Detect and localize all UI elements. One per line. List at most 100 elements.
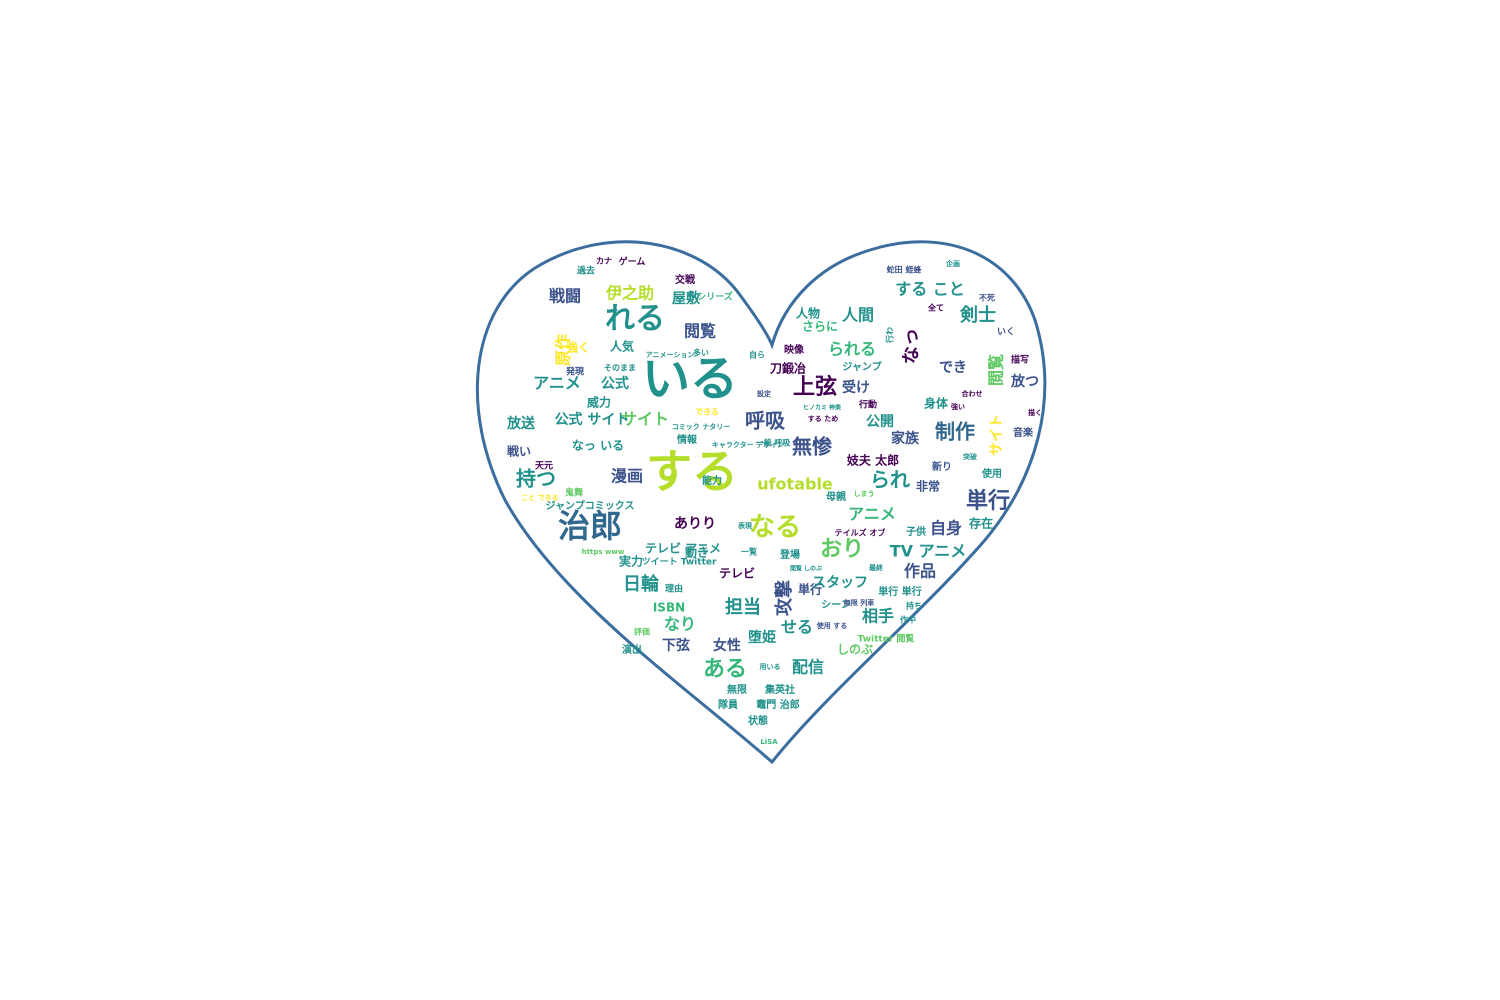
cloud-word: 威力 xyxy=(587,395,611,410)
cloud-word: 設定 xyxy=(757,389,771,398)
cloud-word: 理由 xyxy=(665,583,683,595)
cloud-word: カナ xyxy=(596,257,612,266)
cloud-word: 情報 xyxy=(677,433,698,446)
cloud-word: 治郎 xyxy=(558,507,622,545)
cloud-word: 突破 xyxy=(963,452,977,461)
cloud-word: 演出 xyxy=(622,643,642,656)
cloud-word: ツイート Twitter xyxy=(642,557,717,568)
cloud-word: ジャンプコミックス xyxy=(546,499,635,512)
cloud-word: 最終 xyxy=(869,563,884,572)
cloud-word: 作中 xyxy=(900,615,916,625)
cloud-word: する ため xyxy=(808,414,838,423)
cloud-word: 受け xyxy=(842,379,870,396)
cloud-word: 単行 単行 xyxy=(878,585,921,598)
cloud-word: 女性 xyxy=(713,637,741,654)
cloud-word: アニメ xyxy=(533,374,581,393)
cloud-word: なっ xyxy=(901,328,922,364)
cloud-word: 能力 xyxy=(702,474,722,487)
cloud-word: Twitter 閲覧 xyxy=(858,633,915,645)
cloud-word: 相手 xyxy=(862,607,894,626)
cloud-word: サイト xyxy=(989,414,1005,456)
cloud-word: 上弦 xyxy=(793,374,837,400)
cloud-word: 全て xyxy=(927,303,944,313)
cloud-word: 制作 xyxy=(935,420,975,444)
cloud-word: 表現 xyxy=(737,521,752,530)
cloud-word: 単行 xyxy=(966,488,1010,514)
cloud-word: しのぶ xyxy=(837,643,873,657)
cloud-word: 人間 xyxy=(842,306,874,325)
cloud-word: する xyxy=(646,445,738,499)
cloud-word: 新り xyxy=(932,460,952,473)
cloud-word: 登場 xyxy=(779,548,800,561)
cloud-word: 攻撃 xyxy=(773,580,795,616)
cloud-word: いく xyxy=(997,327,1015,338)
cloud-word: 非常 xyxy=(916,479,940,494)
cloud-word: 交戦 xyxy=(675,273,696,286)
cloud-word: そのまま xyxy=(604,364,636,373)
cloud-word: 映像 xyxy=(784,343,805,356)
cloud-word: 作品 xyxy=(904,562,936,581)
cloud-word: コミック ナタリー xyxy=(672,422,730,431)
cloud-word: サイト xyxy=(621,410,669,429)
cloud-word: 戦い xyxy=(507,444,531,459)
cloud-word: 閲覧 xyxy=(987,354,1006,386)
cloud-word: 企画 xyxy=(945,259,960,268)
cloud-word: 担当 xyxy=(725,596,761,618)
cloud-word: せる xyxy=(781,618,813,637)
cloud-word: 音楽 xyxy=(1013,426,1034,439)
cloud-word: 存在 xyxy=(968,516,993,531)
cloud-word: られ xyxy=(870,468,910,492)
cloud-word: 過去 xyxy=(576,265,595,277)
cloud-word: 放送 xyxy=(506,415,536,432)
cloud-word: 竈門 治郎 xyxy=(756,698,799,711)
cloud-word: 人物 xyxy=(796,306,820,321)
cloud-word: 発現 xyxy=(565,366,584,378)
cloud-word: ufotable xyxy=(757,475,833,494)
cloud-word: 実力 xyxy=(619,554,643,569)
cloud-word: 使用 xyxy=(981,467,1002,480)
cloud-word: できる xyxy=(695,408,719,417)
cloud-word: 無惨 xyxy=(792,435,833,459)
cloud-word: 自ら xyxy=(749,350,765,360)
cloud-word: いる xyxy=(642,351,738,407)
cloud-word: ゲーム xyxy=(619,256,646,268)
cloud-word: 強い xyxy=(951,402,965,411)
cloud-word: アニメーション xyxy=(646,351,695,359)
cloud-word: なり xyxy=(664,615,696,634)
cloud-word: 子供 xyxy=(906,525,926,538)
cloud-word: さらに xyxy=(802,320,838,334)
cloud-word: 合わせ xyxy=(961,389,983,398)
cloud-word: 単行 xyxy=(798,582,822,597)
cloud-word: 漫画 xyxy=(611,467,643,486)
cloud-word: テイルズ オブ xyxy=(835,528,886,538)
cloud-word: 行動 xyxy=(858,399,877,411)
cloud-word: 集英社 xyxy=(764,683,795,696)
cloud-word: アニメ xyxy=(848,505,896,524)
cloud-word: する こと xyxy=(895,280,965,299)
cloud-word: 配信 xyxy=(792,658,824,677)
cloud-word: こと できる xyxy=(521,493,558,502)
cloud-word: なる xyxy=(749,513,801,543)
cloud-word: 隊員 xyxy=(718,698,738,711)
cloud-word: キャラクター デザイン xyxy=(712,440,784,449)
cloud-word: 持ち xyxy=(906,601,922,611)
cloud-word: 描く xyxy=(1028,408,1042,417)
cloud-word: 原作 xyxy=(554,334,573,366)
cloud-word: 描写 xyxy=(1011,354,1029,366)
cloud-word: 不死 xyxy=(979,294,995,303)
cloud-word: 刀鍛冶 xyxy=(770,361,806,376)
cloud-word: 公開 xyxy=(866,414,894,430)
cloud-word: テレビ アニメ xyxy=(645,541,721,556)
cloud-word: LiSA xyxy=(760,738,778,746)
cloud-word: 一覧 xyxy=(741,547,757,557)
cloud-word: 家族 xyxy=(891,430,920,447)
cloud-word: 身体 xyxy=(924,396,949,411)
cloud-word: テレビ xyxy=(719,566,755,581)
cloud-word: 閲覧 しのぶ xyxy=(790,565,822,573)
cloud-word: 公式 xyxy=(601,375,629,392)
cloud-word: 行わ xyxy=(885,327,895,344)
cloud-word: シリーズ xyxy=(697,291,733,303)
